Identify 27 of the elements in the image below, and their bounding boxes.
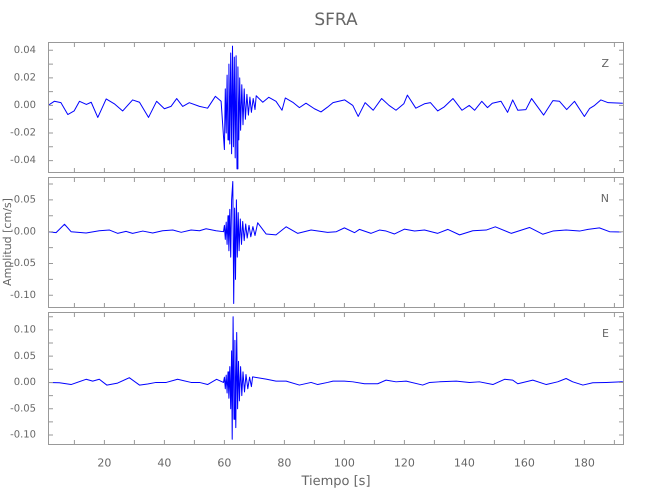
x-tick-label: 100	[334, 456, 355, 470]
y-tick-label: 0.00	[14, 377, 36, 388]
x-axis-title: Tiempo [s]	[300, 474, 372, 489]
x-tick-label: 80	[277, 456, 292, 470]
annotation: N	[600, 192, 609, 205]
x-tick-label: 180	[574, 456, 595, 470]
y-tick-label: 0.04	[14, 44, 36, 56]
x-tick-label: 120	[394, 456, 415, 470]
chart-title: SFRA	[313, 10, 359, 30]
y-tick-label: -0.05	[10, 403, 36, 414]
y-tick-label: -0.02	[10, 128, 36, 139]
y-tick-label: 0.00	[14, 226, 36, 238]
y-tick-label: -0.10	[10, 290, 36, 301]
annotation: Z	[601, 56, 610, 70]
x-tick-label: 40	[157, 456, 172, 470]
y-tick-label: -0.04	[10, 155, 36, 166]
y-tick-label: 0.10	[14, 324, 36, 336]
y-tick-label: -0.10	[10, 430, 36, 441]
annotation: E	[602, 326, 610, 340]
y-tick-label: 0.00	[14, 100, 36, 112]
x-tick-label: 160	[514, 456, 535, 470]
y-tick-label: 0.02	[14, 72, 36, 84]
x-tick-label: 60	[217, 456, 232, 470]
y-tick-label: 0.05	[14, 194, 36, 206]
x-tick-label: 20	[97, 456, 112, 470]
x-tick-label: 140	[454, 456, 475, 470]
y-tick-label: 0.05	[14, 350, 36, 362]
